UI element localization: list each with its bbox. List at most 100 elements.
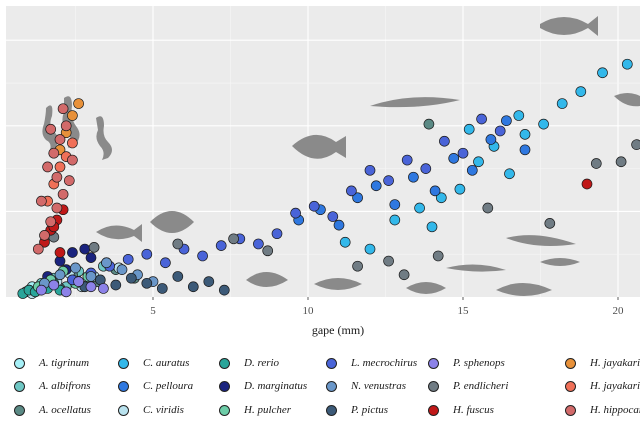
legend-label: C. pelloura — [143, 380, 194, 392]
data-point — [73, 276, 84, 287]
data-point — [426, 221, 438, 233]
legend: A. tigrinum A. albifrons A. ocellatus C. au… — [0, 346, 640, 427]
data-point — [423, 118, 435, 130]
data-point — [57, 103, 69, 115]
data-point — [32, 243, 44, 255]
data-point — [98, 283, 109, 294]
data-point — [398, 269, 410, 281]
data-point — [218, 284, 230, 296]
legend-item: H. jayakari — [565, 354, 640, 372]
data-point — [110, 279, 122, 291]
legend-item: A. ocellatus — [14, 401, 91, 419]
data-point — [203, 276, 215, 287]
fish-silhouette-bottom-3 — [406, 282, 446, 294]
data-point — [389, 199, 401, 210]
data-point — [57, 188, 69, 200]
fish-silhouette-right-low — [506, 235, 576, 246]
data-point — [36, 284, 47, 296]
data-point — [88, 242, 100, 253]
legend-label: D. rerio — [244, 357, 280, 369]
legend-swatch — [219, 357, 230, 369]
data-point — [215, 240, 227, 251]
data-point — [187, 281, 199, 293]
data-point — [160, 257, 171, 269]
data-point — [504, 168, 515, 180]
data-point — [352, 192, 363, 204]
data-point — [352, 260, 363, 272]
data-point — [327, 211, 339, 222]
legend-label: C. auratus — [143, 357, 190, 369]
legend-item: C. viridis — [118, 401, 184, 419]
data-point — [85, 281, 97, 293]
legend-swatch — [118, 404, 129, 416]
data-point — [45, 216, 57, 228]
fish-silhouette-mid — [292, 134, 346, 159]
data-point — [581, 178, 593, 190]
legend-item: N. venustras — [326, 377, 406, 395]
x-axis-ticks: 5 10 15 20 — [150, 297, 624, 317]
data-point — [60, 120, 72, 132]
legend-item: H. hippocampus — [565, 401, 640, 419]
data-point — [63, 175, 75, 186]
fish-silhouette-bottom-1 — [246, 272, 288, 287]
fish-silhouettes — [42, 16, 640, 296]
data-point — [463, 123, 475, 135]
legend-swatch — [565, 404, 576, 416]
data-point — [67, 247, 78, 258]
data-point — [333, 219, 345, 231]
legend-label: D. marginatus — [244, 380, 308, 392]
data-point — [116, 264, 128, 275]
legend-label: P. endlicheri — [453, 380, 509, 392]
legend-swatch — [565, 380, 576, 392]
legend-item: C. auratus — [118, 354, 189, 372]
data-point — [621, 58, 633, 70]
data-point — [45, 123, 57, 135]
data-point — [482, 202, 494, 214]
data-point — [339, 236, 351, 248]
data-point — [36, 195, 47, 207]
data-point — [631, 139, 640, 151]
data-point — [519, 144, 531, 156]
data-point — [590, 158, 602, 169]
data-point — [54, 161, 66, 173]
data-point — [389, 214, 401, 226]
data-point — [383, 255, 394, 267]
fish-silhouette-bottom-4 — [496, 283, 552, 296]
legend-label: P. sphenops — [453, 357, 505, 369]
data-point — [408, 171, 419, 183]
data-point — [60, 286, 72, 298]
data-point — [42, 161, 53, 173]
legend-item: C. pelloura — [118, 377, 193, 395]
data-point — [429, 185, 441, 197]
data-point — [262, 245, 274, 257]
data-point — [101, 257, 112, 269]
legend-label: H. pulcher — [244, 404, 292, 416]
data-point — [271, 228, 283, 240]
data-point — [538, 118, 549, 130]
legend-label: H. jayakari — [590, 357, 640, 369]
data-point — [122, 253, 134, 265]
data-point — [51, 202, 63, 214]
data-point — [39, 230, 50, 241]
fish-silhouette-left — [96, 224, 142, 242]
data-point — [308, 200, 320, 212]
legend-label: A. albifrons — [39, 380, 91, 392]
data-point — [79, 243, 91, 255]
data-point — [501, 115, 512, 127]
data-point — [513, 110, 525, 121]
legend-swatch — [428, 404, 439, 416]
legend-swatch — [118, 380, 129, 392]
data-point — [125, 272, 137, 284]
data-point — [466, 164, 478, 176]
data-point — [67, 110, 78, 121]
data-point — [54, 247, 66, 258]
fish-silhouette-far-right — [614, 93, 640, 107]
data-point — [544, 218, 556, 229]
legend-swatch — [428, 380, 439, 392]
data-point — [67, 154, 78, 166]
data-point — [454, 183, 466, 195]
legend-swatch — [326, 380, 337, 392]
data-point — [435, 192, 447, 204]
legend-swatch — [326, 357, 337, 369]
